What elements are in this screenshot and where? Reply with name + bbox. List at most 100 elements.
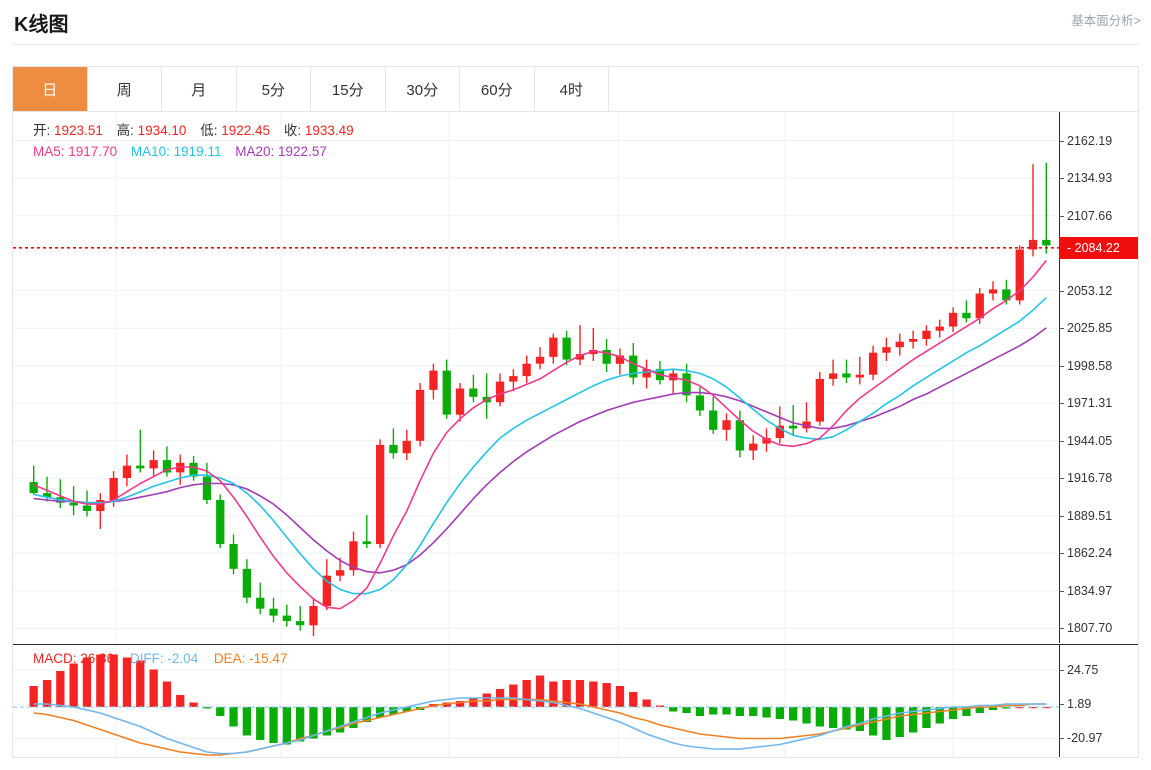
candle-body	[682, 373, 691, 396]
candle-body	[775, 425, 784, 439]
candle-body	[842, 373, 851, 378]
macd-bar	[455, 701, 465, 707]
tab-3[interactable]: 5分	[236, 67, 311, 111]
macd-chart[interactable]	[13, 645, 1138, 757]
macd-bar	[962, 707, 971, 716]
macd-bar	[216, 707, 225, 716]
candle-body	[376, 444, 385, 544]
macd-bar	[602, 683, 611, 707]
candle-body	[509, 376, 518, 382]
candlestick-chart[interactable]	[13, 112, 1138, 643]
page-title: K线图	[14, 14, 69, 36]
ma20-line	[33, 327, 1047, 574]
macd-bar	[975, 707, 984, 713]
macd-bar	[642, 699, 651, 707]
macd-bar	[522, 680, 531, 707]
macd-bar	[336, 707, 345, 733]
macd-bar	[469, 698, 478, 707]
candle-body	[455, 388, 465, 415]
macd-bar	[42, 680, 52, 707]
macd-bar	[695, 707, 705, 716]
tab-1[interactable]: 周	[87, 67, 162, 111]
candle-body	[722, 420, 731, 430]
candle-body	[988, 289, 998, 294]
macd-bar	[229, 707, 238, 727]
candle-body	[282, 615, 291, 622]
macd-bar	[29, 686, 38, 707]
candle-body	[975, 293, 984, 319]
macd-bar	[988, 707, 998, 710]
macd-bar	[322, 707, 331, 736]
macd-bar	[802, 707, 811, 724]
candle-body	[1028, 239, 1038, 250]
candle-body	[362, 541, 371, 545]
candle-body	[749, 443, 758, 451]
macd-bar	[176, 695, 185, 707]
chart-frame: 开: 1923.51 高: 1934.10 低: 1922.45 收: 1933…	[12, 112, 1139, 758]
dea-line	[33, 698, 1047, 756]
candle-body	[615, 355, 625, 364]
macd-bar	[895, 707, 904, 737]
candle-body	[309, 606, 318, 626]
macd-bar	[762, 707, 771, 718]
macd-bar	[269, 707, 278, 743]
macd-bar	[909, 707, 918, 733]
tab-6[interactable]: 60分	[460, 67, 535, 111]
macd-bar	[935, 707, 944, 724]
macd-axis-line	[1059, 645, 1060, 757]
page-header: K线图 基本面分析>	[0, 0, 1151, 50]
macd-bar	[69, 663, 78, 707]
candle-body	[575, 354, 585, 360]
tab-label: 5分	[261, 81, 285, 99]
candle-body	[695, 395, 705, 411]
macd-bar	[948, 707, 958, 719]
candle-body	[642, 369, 651, 378]
macd-bar	[575, 680, 585, 707]
candle-body	[82, 505, 92, 511]
macd-bar	[882, 707, 891, 740]
candle-body	[122, 465, 132, 478]
tab-0[interactable]: 日	[13, 67, 88, 111]
tab-7[interactable]: 4时	[534, 67, 609, 111]
macd-bar	[775, 707, 784, 719]
candle-body	[869, 352, 878, 375]
candle-body	[469, 388, 478, 397]
candle-body	[789, 425, 798, 429]
macd-bar	[122, 657, 132, 707]
macd-bar	[509, 684, 518, 707]
fundamental-analysis-link[interactable]: 基本面分析>	[1071, 14, 1141, 28]
candle-body	[229, 544, 238, 569]
macd-bar	[829, 707, 838, 728]
candle-body	[1002, 289, 1011, 301]
candle-body	[216, 500, 225, 544]
macd-bar	[1028, 707, 1038, 709]
macd-bar	[562, 680, 571, 707]
macd-bar	[749, 707, 758, 716]
candle-body	[402, 440, 411, 454]
candle-body	[256, 597, 265, 609]
candle-body	[189, 462, 198, 477]
price-pane: 开: 1923.51 高: 1934.10 低: 1922.45 收: 1933…	[13, 112, 1138, 643]
candle-body	[202, 476, 212, 500]
macd-bar	[842, 707, 851, 730]
candle-body	[162, 460, 172, 473]
candle-body	[136, 465, 145, 469]
macd-bar	[629, 692, 638, 707]
candle-body	[242, 568, 251, 598]
tab-5[interactable]: 30分	[385, 67, 460, 111]
candle-body	[855, 374, 864, 378]
candle-body	[69, 502, 78, 506]
macd-bar	[682, 707, 691, 713]
ma5-line	[33, 259, 1047, 610]
tab-4[interactable]: 15分	[311, 67, 386, 111]
tab-2[interactable]: 月	[162, 67, 237, 111]
candle-body	[762, 438, 771, 444]
tab-label: 60分	[480, 81, 513, 99]
macd-bar	[735, 707, 744, 716]
macd-bar	[615, 686, 625, 707]
candle-body	[562, 337, 571, 360]
macd-bar	[136, 660, 145, 707]
candle-body	[895, 341, 904, 348]
macd-pane: MACD: 26.86 DIFF: -2.04 DEA: -15.47 24.7…	[13, 644, 1138, 757]
